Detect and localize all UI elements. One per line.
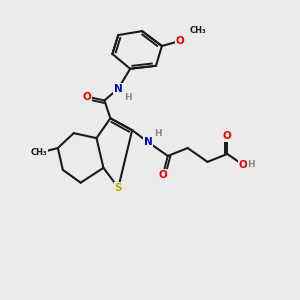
Text: CH₃: CH₃ xyxy=(189,26,206,34)
Text: O: O xyxy=(175,36,184,46)
Text: N: N xyxy=(114,84,123,94)
Text: O: O xyxy=(158,170,167,180)
Text: CH₃: CH₃ xyxy=(31,148,47,158)
Text: O: O xyxy=(239,160,248,170)
Text: O: O xyxy=(223,131,232,141)
Text: H: H xyxy=(247,160,255,169)
Text: H: H xyxy=(124,93,132,102)
Text: H: H xyxy=(154,129,162,138)
Text: N: N xyxy=(144,137,152,147)
Text: O: O xyxy=(82,92,91,101)
Text: S: S xyxy=(115,183,122,193)
